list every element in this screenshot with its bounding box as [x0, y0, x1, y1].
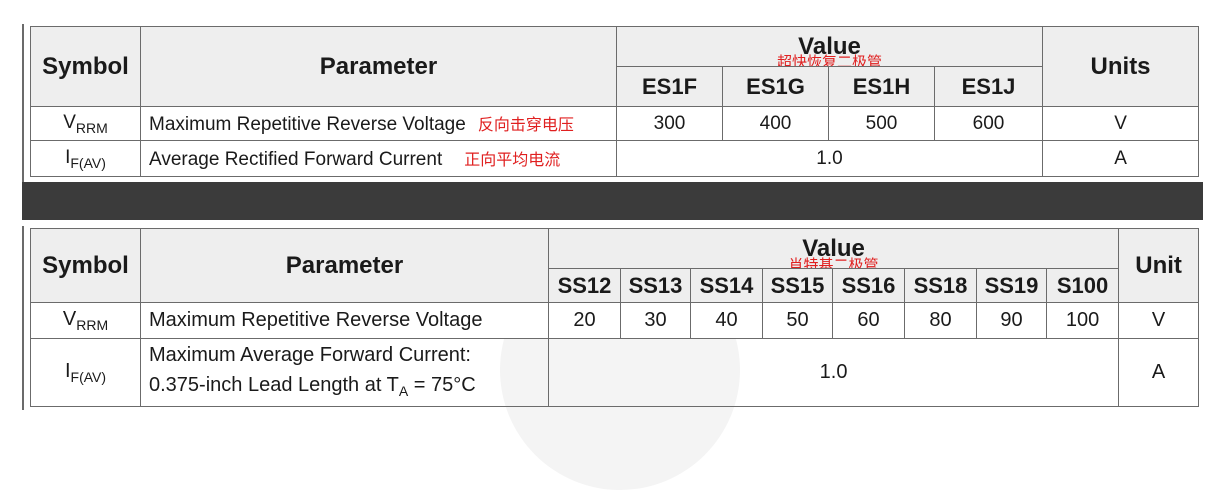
value-cell: 90 [976, 302, 1047, 339]
unit-cell: V [1042, 106, 1200, 141]
unit-cell: A [1118, 338, 1200, 407]
part-es1j: ES1J [933, 66, 1044, 107]
value-cell: 60 [832, 302, 905, 339]
value-cell: 1.0 [615, 140, 1044, 177]
part-es1h: ES1H [828, 66, 935, 107]
diode-table-es1: Symbol Parameter Value 超快恢复二极管 Units ES1… [30, 26, 1200, 177]
table-row: VRRM Maximum Repetitive Reverse Voltage 反… [30, 106, 1200, 141]
value-cell: 500 [828, 106, 935, 141]
value-cell: 20 [548, 302, 621, 339]
symbol-header: Symbol [30, 228, 141, 303]
part-ss16: SS16 [832, 268, 905, 303]
table-row: VRRM Maximum Repetitive Reverse Voltage … [30, 302, 1200, 339]
parameter-header: Parameter [140, 228, 549, 303]
value-cell: 100 [1045, 302, 1120, 339]
value-header-label: Value [798, 32, 861, 60]
value-cell: 50 [762, 302, 833, 339]
unit-header: Unit [1118, 228, 1200, 303]
value-header: Value 肖特基二极管 [547, 228, 1120, 269]
part-ss14: SS14 [690, 268, 763, 303]
part-es1f: ES1F [616, 66, 723, 107]
parameter-cell: Average Rectified Forward Current 正向平均电流 [140, 140, 617, 177]
part-ss12: SS12 [548, 268, 621, 303]
units-header: Units [1042, 26, 1200, 107]
value-cell: 600 [933, 106, 1044, 141]
part-ss18: SS18 [904, 268, 977, 303]
part-s100: S100 [1045, 268, 1120, 303]
symbol-cell: VRRM [30, 302, 141, 339]
part-ss13: SS13 [620, 268, 691, 303]
value-annotation: 肖特基二极管 [788, 257, 879, 269]
value-cell: 80 [904, 302, 977, 339]
diode-table-ss: Symbol Parameter Value 肖特基二极管 Unit SS12 … [30, 228, 1200, 407]
parameter-annotation: 反向击穿电压 [477, 117, 574, 134]
unit-cell: V [1118, 302, 1200, 339]
value-cell: 40 [690, 302, 763, 339]
section-divider [22, 182, 1203, 220]
value-cell: 300 [616, 106, 723, 141]
part-ss19: SS19 [976, 268, 1047, 303]
value-header-label: Value [802, 234, 865, 262]
unit-cell: A [1042, 140, 1200, 177]
symbol-cell: IF(AV) [30, 140, 141, 177]
parameter-cell: Maximum Average Forward Current: 0.375-i… [140, 338, 549, 407]
value-annotation: 超快恢复二极管 [777, 54, 883, 67]
part-es1g: ES1G [722, 66, 829, 107]
parameter-cell: Maximum Repetitive Reverse Voltage [140, 302, 549, 339]
table-row: IF(AV) Maximum Average Forward Current: … [30, 338, 1200, 407]
symbol-header: Symbol [30, 26, 141, 107]
part-ss15: SS15 [762, 268, 833, 303]
parameter-annotation: 正向平均电流 [464, 152, 561, 169]
value-cell: 400 [722, 106, 829, 141]
parameter-cell: Maximum Repetitive Reverse Voltage 反向击穿电压 [140, 106, 617, 141]
value-cell: 30 [620, 302, 691, 339]
symbol-cell: VRRM [30, 106, 141, 141]
value-cell: 1.0 [547, 338, 1120, 407]
value-header: Value 超快恢复二极管 [615, 26, 1044, 67]
symbol-cell: IF(AV) [30, 338, 141, 407]
table-row: IF(AV) Average Rectified Forward Current… [30, 140, 1200, 177]
parameter-header: Parameter [140, 26, 617, 107]
